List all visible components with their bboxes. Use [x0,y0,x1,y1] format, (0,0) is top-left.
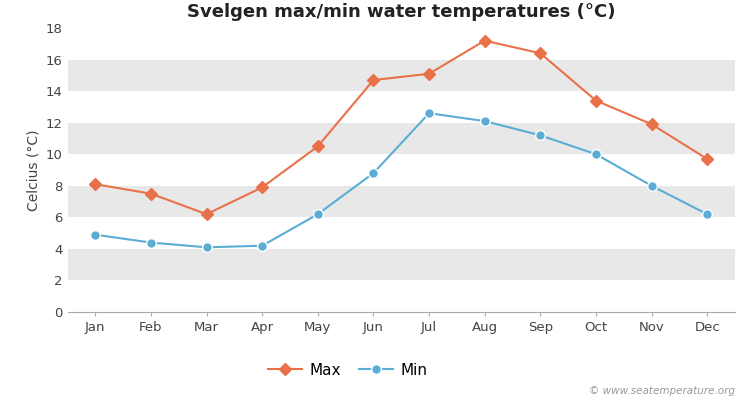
Bar [68,123,735,154]
Bar [68,60,735,91]
Text: © www.seatemperature.org: © www.seatemperature.org [589,386,735,396]
Y-axis label: Celcius (°C): Celcius (°C) [26,129,40,211]
Title: Svelgen max/min water temperatures (°C): Svelgen max/min water temperatures (°C) [187,3,616,21]
Legend: Max, Min: Max, Min [262,357,434,384]
Bar [68,186,735,217]
Bar [68,249,735,280]
